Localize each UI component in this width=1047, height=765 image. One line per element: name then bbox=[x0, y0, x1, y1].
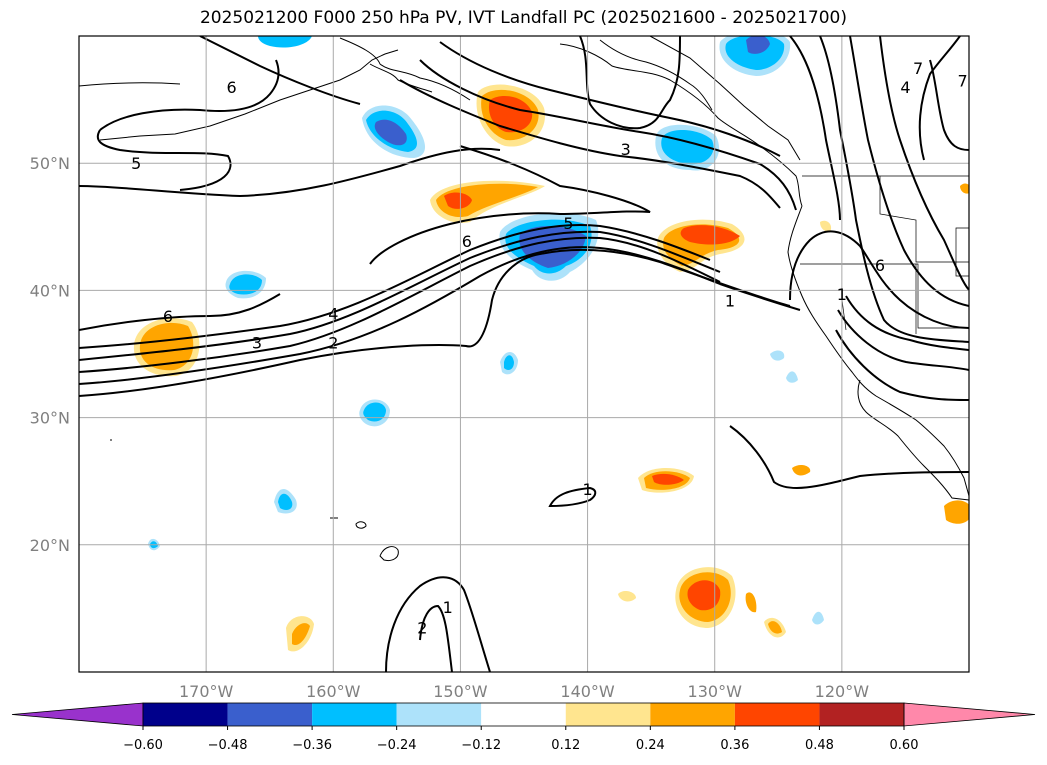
colorbar-extend-high bbox=[903, 702, 1036, 727]
colorbar-tick-label: −0.60 bbox=[123, 738, 163, 753]
contour-east-lat35 bbox=[845, 295, 969, 351]
colorbar-tick-label: 0.60 bbox=[890, 738, 919, 753]
contour-label: 6 bbox=[226, 78, 236, 97]
colorbar-frame bbox=[142, 702, 905, 727]
colorbar-tick-label: −0.36 bbox=[292, 738, 332, 753]
contour-label: 1 bbox=[837, 285, 847, 304]
contour-label: 1 bbox=[582, 480, 592, 499]
y-tick-label: 30°N bbox=[30, 409, 70, 428]
contour-label: 4 bbox=[328, 304, 338, 323]
colorbar-segment bbox=[734, 703, 820, 726]
chart-title: 2025021200 F000 250 hPa PV, IVT Landfall… bbox=[199, 8, 847, 28]
contour-1-small bbox=[548, 486, 597, 508]
pv-positive-anomaly bbox=[133, 84, 969, 652]
contour-3-north bbox=[399, 79, 781, 209]
coastlines bbox=[79, 36, 969, 561]
x-tick-label: 170°W bbox=[179, 682, 234, 701]
contour-label: 1 bbox=[725, 292, 735, 311]
contour-south-2 bbox=[385, 576, 491, 672]
contour-ne4 bbox=[879, 36, 969, 291]
colorbar-tick-label: −0.24 bbox=[377, 738, 417, 753]
contour-ne2 bbox=[819, 36, 969, 343]
contour-label: 5 bbox=[563, 214, 573, 233]
colorbar-segment bbox=[227, 703, 313, 726]
x-tick-label: 120°W bbox=[815, 682, 870, 701]
contour-east-lat33 bbox=[837, 309, 969, 371]
y-tick-labels: 20°N 30°N 40°N 50°N bbox=[30, 154, 70, 555]
contour-label: 4 bbox=[900, 78, 910, 97]
political-boundaries bbox=[800, 175, 969, 334]
contour-label: 3 bbox=[621, 140, 631, 159]
colorbar-segment bbox=[396, 703, 482, 726]
colorbar: −0.60 −0.48 −0.36 −0.24 −0.12 0.12 0.24 0.36 0.4… bbox=[11, 702, 1036, 753]
x-tick-label: 150°W bbox=[433, 682, 488, 701]
contour-label: 6 bbox=[875, 256, 885, 275]
contour-label: 2 bbox=[328, 334, 338, 353]
contour-label: 3 bbox=[252, 334, 262, 353]
colorbar-segment bbox=[481, 703, 566, 726]
contour-1-sub bbox=[729, 425, 969, 489]
contour-label: 7 bbox=[958, 72, 968, 91]
contour-2 bbox=[79, 246, 801, 385]
colorbar-tick-label: 0.24 bbox=[636, 738, 665, 753]
contour-6-west bbox=[79, 293, 281, 331]
contour-ring-ne bbox=[579, 36, 681, 130]
colorbar-segment bbox=[143, 703, 228, 726]
ivt-contours bbox=[79, 36, 969, 672]
contour-3 bbox=[79, 236, 721, 373]
contour-5 bbox=[79, 224, 711, 349]
colorbar-tick-label: 0.48 bbox=[805, 738, 834, 753]
contour-5-west bbox=[79, 147, 501, 198]
contour-south-inner bbox=[419, 604, 453, 672]
contour-4 bbox=[79, 230, 721, 361]
y-tick-label: 40°N bbox=[30, 281, 70, 300]
colorbar-segment bbox=[312, 703, 397, 726]
contour-north2 bbox=[439, 41, 781, 157]
colorbar-tick-label: −0.48 bbox=[208, 738, 248, 753]
contour-label: 7 bbox=[913, 59, 923, 78]
contour-east-lat31 bbox=[835, 329, 969, 401]
contour-ne1 bbox=[789, 36, 841, 221]
colorbar-segment bbox=[565, 703, 651, 726]
contour-label: 6 bbox=[163, 307, 173, 326]
contour-ne5 bbox=[929, 59, 969, 151]
contour-ne3 bbox=[849, 36, 969, 307]
contour-north1 bbox=[419, 59, 797, 211]
contour-arc-nw2 bbox=[96, 129, 232, 191]
colorbar-segment bbox=[819, 703, 904, 726]
contour-label: 1 bbox=[443, 598, 453, 617]
contour-label: 2 bbox=[417, 618, 427, 637]
colorbar-extend-low bbox=[11, 702, 144, 727]
contour-6-mid bbox=[369, 145, 651, 265]
x-tick-label: 140°W bbox=[560, 682, 615, 701]
x-tick-label: 130°W bbox=[688, 682, 743, 701]
map-frame bbox=[78, 35, 970, 673]
x-tick-label: 160°W bbox=[306, 682, 361, 701]
x-tick-labels: 170°W 160°W 150°W 140°W 130°W 120°W bbox=[179, 682, 869, 701]
colorbar-tick-label: 0.36 bbox=[720, 738, 749, 753]
colorbar-segment bbox=[650, 703, 735, 726]
y-tick-label: 20°N bbox=[30, 536, 70, 555]
gridlines bbox=[79, 36, 969, 672]
contour-east-coast bbox=[789, 230, 969, 329]
contour-ne6 bbox=[918, 36, 961, 161]
colorbar-tick-label: −0.12 bbox=[461, 738, 501, 753]
colorbar-tick-label: 0.12 bbox=[551, 738, 580, 753]
contour-label: 5 bbox=[131, 154, 141, 173]
contour-arc-nw bbox=[99, 59, 280, 131]
contour-label: 6 bbox=[462, 232, 472, 251]
y-tick-label: 50°N bbox=[30, 154, 70, 173]
